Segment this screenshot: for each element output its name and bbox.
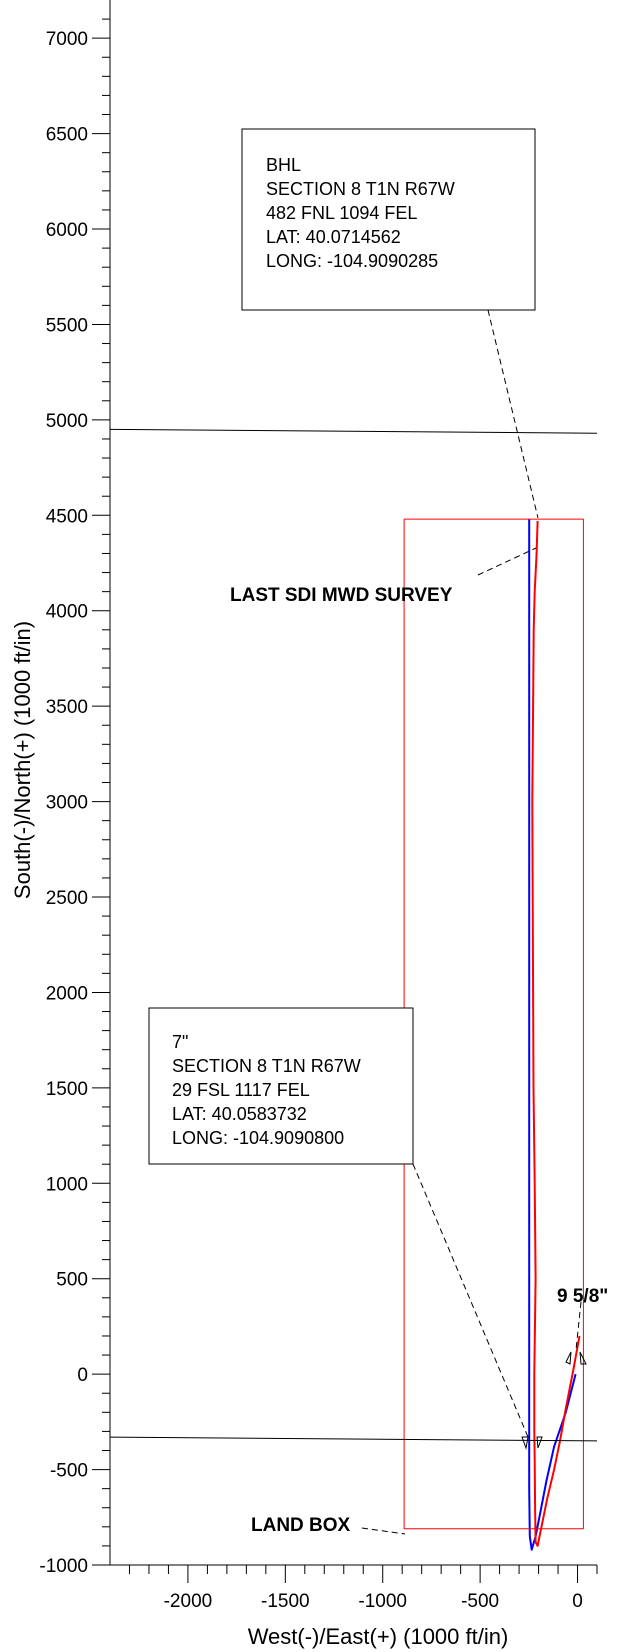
y-tick-label: 5000 (46, 411, 88, 432)
casing-markers (521, 1351, 587, 1450)
y-tick-label: 2500 (46, 888, 88, 909)
leader-lines (361, 309, 582, 1535)
y-ticks: -1000 -500 0 500 1000 1500 2000 2500 3000 3500 400… (39, 18, 110, 1577)
y-tick-label: 6500 (46, 125, 88, 146)
bhl-line-1: BHL (266, 155, 301, 175)
y-tick-label: 1000 (46, 1174, 88, 1195)
seven-inch-annotation: 7" SECTION 8 T1N R67W 29 FSL 1117 FEL LA… (148, 1007, 414, 1165)
y-tick-label: 7000 (46, 29, 88, 50)
seven-inch-line-1: 7" (172, 1032, 188, 1052)
last-survey-leader (477, 547, 537, 576)
x-axis-title: West(-)/East(+) (1000 ft/in) (248, 1624, 509, 1649)
actual-survey-path-red (531, 520, 581, 1547)
bhl-line-2: SECTION 8 T1N R67W (266, 179, 455, 199)
bhl-annotation-box (241, 128, 536, 311)
x-tick-label: -1500 (261, 1591, 310, 1612)
y-tick-label: -500 (50, 1461, 88, 1482)
y-tick-label: 4000 (46, 602, 88, 623)
land-box-label: LAND BOX (251, 1515, 351, 1536)
casing-marker-9-5-8-right (579, 1351, 587, 1365)
seven-inch-line-2: SECTION 8 T1N R67W (172, 1056, 361, 1076)
seven-inch-line-3: 29 FSL 1117 FEL (172, 1080, 310, 1100)
nine-five-eight-label: 9 5/8" (557, 1286, 608, 1307)
x-tick-label: 0 (572, 1591, 583, 1612)
y-tick-label: 1500 (46, 1079, 88, 1100)
seven-inch-line-5: LONG: -104.9090800 (172, 1128, 344, 1148)
casing-marker-7in-right (536, 1436, 543, 1449)
bhl-line-4: LAT: 40.0714562 (266, 227, 401, 247)
x-tick-label: -2000 (164, 1591, 213, 1612)
nine-five-eight-leader (575, 1301, 582, 1351)
y-tick-label: 4500 (46, 506, 88, 527)
casing-marker-7in-left (521, 1436, 529, 1450)
bhl-line-5: LONG: -104.9090285 (266, 251, 438, 271)
y-tick-label: 3500 (46, 697, 88, 718)
seven-inch-line-4: LAT: 40.0583732 (172, 1104, 307, 1124)
x-ticks: -2000 -1500 -1000 -500 0 (128, 1565, 598, 1612)
bhl-annotation: BHL SECTION 8 T1N R67W 482 FNL 1094 FEL … (241, 128, 536, 311)
casing-marker-9-5-8-left (565, 1351, 572, 1365)
section-line-north (109, 428, 598, 434)
y-axis-title: South(-)/North(+) (1000 ft/in) (10, 621, 35, 899)
seven-inch-annotation-box (148, 1007, 414, 1165)
series-layer (109, 428, 598, 1551)
bhl-leader (487, 309, 539, 519)
y-tick-label: 500 (56, 1270, 88, 1291)
section-line-south (109, 1436, 598, 1442)
y-tick-label: 0 (77, 1365, 88, 1386)
y-tick-label: 5500 (46, 315, 88, 336)
axes-layer: -1000 -500 0 500 1000 1500 2000 2500 3000 3500 400… (39, 0, 598, 1612)
y-tick-label: 3000 (46, 793, 88, 814)
seven-inch-leader (412, 1163, 529, 1438)
land-box-outline (403, 518, 584, 1530)
x-tick-label: -500 (461, 1591, 499, 1612)
last-survey-label: LAST SDI MWD SURVEY (230, 585, 453, 606)
land-box-leader (361, 1527, 406, 1535)
bhl-line-3: 482 FNL 1094 FEL (266, 203, 417, 223)
y-tick-label: 2000 (46, 983, 88, 1004)
y-tick-label: -1000 (39, 1556, 88, 1577)
x-tick-label: -1000 (358, 1591, 407, 1612)
y-tick-label: 6000 (46, 220, 88, 241)
